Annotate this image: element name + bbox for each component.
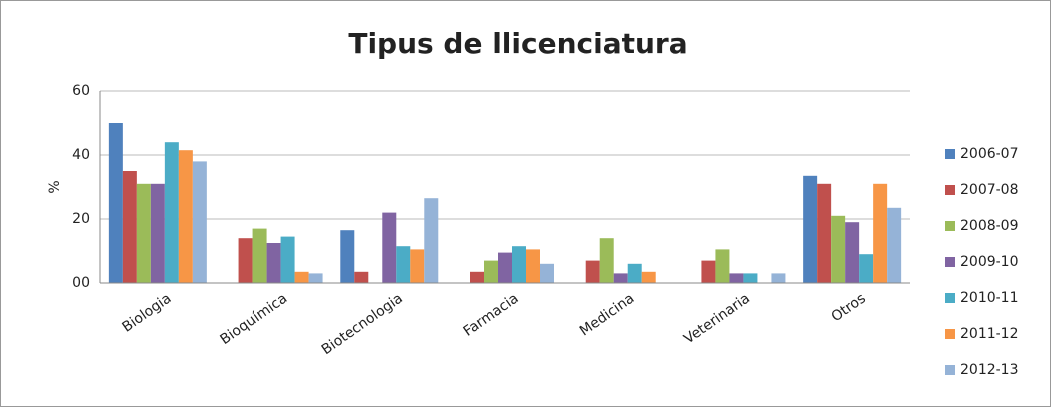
legend-label: 2012-13 [960, 362, 1019, 378]
bar [729, 273, 744, 283]
legend-label: 2008-09 [960, 218, 1019, 234]
y-tick-label: 20 [72, 211, 90, 227]
bar [540, 263, 554, 283]
bar [887, 207, 902, 283]
bar [308, 273, 323, 283]
bar [498, 252, 512, 283]
bar [354, 271, 369, 283]
bar [599, 238, 614, 283]
bar [803, 175, 818, 283]
legend-swatch [945, 185, 955, 195]
bar [585, 260, 600, 283]
bar [136, 183, 151, 283]
bar [150, 183, 165, 283]
legend-label: 2007-08 [960, 182, 1019, 198]
bar [641, 271, 656, 283]
bar [627, 263, 642, 283]
bar [526, 249, 540, 283]
legend-swatch [945, 329, 955, 339]
chart-title: Tipus de llicenciatura [348, 27, 687, 60]
y-tick-label: 40 [72, 147, 90, 163]
bar [512, 246, 526, 283]
legend-label: 2011-12 [960, 326, 1019, 342]
bar [266, 243, 281, 283]
bar [424, 198, 439, 283]
bar [340, 230, 355, 283]
y-axis-label: % [47, 180, 63, 193]
bar [396, 246, 411, 283]
bar [771, 273, 786, 283]
bar [470, 271, 484, 283]
bar [252, 228, 267, 283]
bar [280, 236, 295, 283]
bar [192, 161, 207, 283]
legend-swatch [945, 221, 955, 231]
y-tick-label: 60 [72, 83, 90, 99]
bar [873, 183, 888, 283]
bar [845, 222, 860, 283]
bar [108, 123, 123, 283]
bar [701, 260, 716, 283]
bar [613, 273, 628, 283]
bar [817, 183, 832, 283]
bar [715, 249, 730, 283]
legend-swatch [945, 257, 955, 267]
bar [743, 273, 758, 283]
y-tick-label: 00 [72, 275, 90, 291]
legend-label: 2006-07 [960, 146, 1019, 162]
legend-label: 2010-11 [960, 290, 1019, 306]
bar [294, 271, 309, 283]
bar [410, 249, 425, 283]
bar [382, 212, 397, 283]
legend-swatch [945, 149, 955, 159]
bar [484, 260, 498, 283]
legend-swatch [945, 365, 955, 375]
legend-swatch [945, 293, 955, 303]
bar [831, 215, 846, 283]
bar [859, 254, 874, 283]
bar [122, 171, 137, 283]
bar [178, 150, 193, 283]
legend-label: 2009-10 [960, 254, 1019, 270]
bar [164, 142, 179, 283]
bar [238, 238, 253, 283]
